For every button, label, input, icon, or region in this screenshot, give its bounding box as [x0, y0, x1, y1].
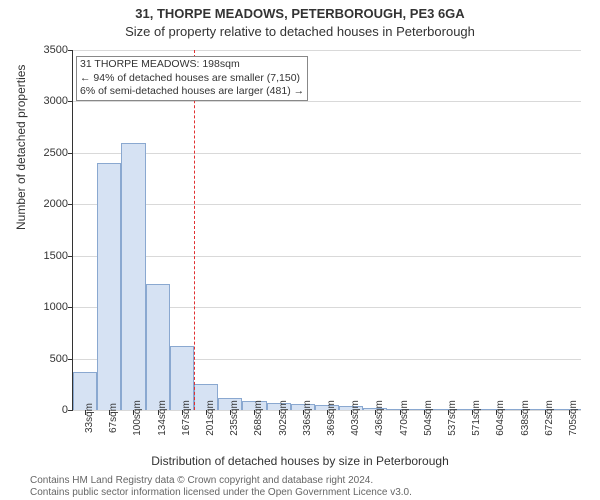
ytick-label: 2000	[28, 198, 68, 210]
footer-text-1: Contains HM Land Registry data © Crown c…	[30, 475, 373, 486]
xtick-label: 470sqm	[399, 400, 410, 436]
ytick-label: 500	[28, 353, 68, 365]
xtick-label: 604sqm	[495, 400, 506, 436]
ytick-mark	[68, 101, 73, 102]
xtick-label: 100sqm	[132, 400, 143, 436]
xtick-label: 403sqm	[350, 400, 361, 436]
gridline	[73, 50, 581, 51]
xtick-label: 201sqm	[205, 400, 216, 436]
gridline	[73, 153, 581, 154]
ytick-mark	[68, 307, 73, 308]
annotation-box: 31 THORPE MEADOWS: 198sqm← 94% of detach…	[76, 56, 308, 101]
xtick-label: 369sqm	[326, 400, 337, 436]
histogram-bar	[97, 163, 121, 410]
ytick-label: 1000	[28, 301, 68, 313]
chart-container: 31, THORPE MEADOWS, PETERBOROUGH, PE3 6G…	[0, 0, 600, 500]
ytick-mark	[68, 153, 73, 154]
xtick-label: 33sqm	[84, 403, 95, 433]
gridline	[73, 204, 581, 205]
y-axis-label: Number of detached properties	[14, 65, 28, 230]
ytick-mark	[68, 410, 73, 411]
marker-line	[194, 50, 195, 410]
annotation-line: ← 94% of detached houses are smaller (7,…	[80, 72, 304, 86]
annotation-line: 31 THORPE MEADOWS: 198sqm	[80, 58, 304, 72]
ytick-label: 0	[28, 404, 68, 416]
xtick-label: 537sqm	[447, 400, 458, 436]
xtick-label: 67sqm	[108, 403, 119, 433]
histogram-bar	[146, 284, 170, 411]
ytick-mark	[68, 50, 73, 51]
annotation-line: 6% of semi-detached houses are larger (4…	[80, 85, 304, 99]
xtick-label: 672sqm	[544, 400, 555, 436]
xtick-label: 235sqm	[229, 400, 240, 436]
footer-text-2: Contains public sector information licen…	[30, 487, 412, 498]
gridline	[73, 256, 581, 257]
gridline	[73, 101, 581, 102]
xtick-label: 336sqm	[302, 400, 313, 436]
ytick-label: 3000	[28, 95, 68, 107]
xtick-label: 134sqm	[157, 400, 168, 436]
xtick-label: 705sqm	[568, 400, 579, 436]
plot-area: 31 THORPE MEADOWS: 198sqm← 94% of detach…	[72, 50, 581, 411]
xtick-label: 638sqm	[520, 400, 531, 436]
ytick-label: 3500	[28, 44, 68, 56]
histogram-bar	[121, 143, 145, 410]
xtick-label: 504sqm	[423, 400, 434, 436]
ytick-label: 2500	[28, 147, 68, 159]
xtick-label: 302sqm	[278, 400, 289, 436]
ytick-mark	[68, 204, 73, 205]
chart-title-line1: 31, THORPE MEADOWS, PETERBOROUGH, PE3 6G…	[0, 6, 600, 21]
ytick-mark	[68, 256, 73, 257]
xtick-label: 167sqm	[181, 400, 192, 436]
ytick-label: 1500	[28, 250, 68, 262]
chart-title-line2: Size of property relative to detached ho…	[0, 24, 600, 39]
xtick-label: 268sqm	[253, 400, 264, 436]
ytick-mark	[68, 359, 73, 360]
xtick-label: 571sqm	[471, 400, 482, 436]
xtick-label: 436sqm	[374, 400, 385, 436]
x-axis-label: Distribution of detached houses by size …	[0, 454, 600, 468]
